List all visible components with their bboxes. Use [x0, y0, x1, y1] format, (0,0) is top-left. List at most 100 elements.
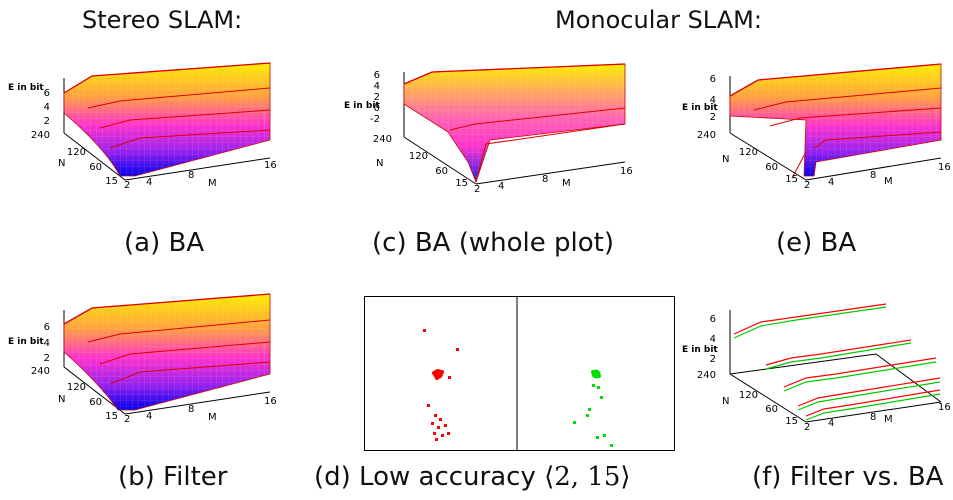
- plot-a-mt1: 4: [146, 177, 152, 188]
- plot-b-nt1: 120: [67, 382, 86, 393]
- plot-a-surface: [63, 62, 271, 177]
- stereo-slam-header: Stereo SLAM:: [82, 6, 243, 34]
- plot-b-zlabel: E in bit: [8, 337, 44, 347]
- plot-f-nt1: 120: [739, 390, 758, 401]
- plot-a-zt0: 6: [44, 88, 50, 99]
- plot-a-mlabel: M: [208, 178, 217, 189]
- plot-a-mt3: 16: [264, 160, 277, 171]
- plot-a-labels: E in bit 6 4 2 240 120 60 15 N 2 4 8 16 …: [8, 83, 277, 191]
- caption-d-math: ⟨2, 15⟩: [544, 462, 631, 492]
- plot-a-zt2: 2: [44, 116, 50, 127]
- plot-c-surface: [403, 63, 626, 184]
- plot-c-nt2: 60: [435, 166, 448, 177]
- plot-d-filter-points: [573, 369, 613, 447]
- plot-d-ba-points: [423, 329, 459, 441]
- caption-d-text: (d) Low accuracy: [314, 462, 545, 492]
- plot-f-nlabel: N: [722, 396, 729, 407]
- plot-f-nt3: 15: [785, 416, 798, 427]
- plot-f-zlabel: E in bit: [682, 345, 718, 355]
- plot-a-nlabel: N: [58, 158, 65, 169]
- plot-f-filter-lines: [733, 306, 941, 421]
- plot-f-labels: E in bit 6 4 2 240 120 60 15 N 2 4 8 16 …: [682, 314, 951, 433]
- plot-f-zt1: 4: [710, 334, 716, 345]
- plot-b-mt0: 2: [124, 414, 130, 425]
- plot-f-mt2: 8: [870, 412, 876, 423]
- plot-b-zt0: 6: [44, 322, 50, 333]
- plot-e-mt0: 2: [804, 180, 810, 191]
- plot-c-zlabel: E in bit: [344, 101, 380, 111]
- plot-d-frame: [364, 296, 675, 451]
- plot-f-mt3: 16: [938, 402, 951, 413]
- plot-e-mt1: 4: [828, 177, 834, 188]
- plot-f-mlabel: M: [884, 414, 893, 425]
- plot-c-nt0: 240: [373, 134, 392, 145]
- plot-b-mt2: 8: [188, 404, 194, 415]
- plot-c-zt3: 0: [374, 103, 380, 114]
- plot-c-mt1: 4: [498, 181, 504, 192]
- plot-a-nt0: 240: [31, 130, 50, 141]
- plot-c-mlabel: M: [562, 178, 571, 189]
- plot-c-ba-whole: E in bit 6 4 2 0 -2 240 120 60 15 N 2 4 …: [344, 63, 633, 195]
- plot-a-nt1: 120: [67, 147, 86, 158]
- plot-e-labels: E in bit 6 4 2 240 120 60 15 N 2 4 8 16 …: [682, 74, 951, 191]
- plot-b-nlabel: N: [58, 394, 65, 405]
- plot-a-mt0: 2: [124, 180, 130, 191]
- plot-f-nt2: 60: [765, 404, 778, 415]
- plot-b-mt3: 16: [264, 396, 277, 407]
- caption-f: (f) Filter vs. BA: [752, 462, 944, 492]
- plot-a-nt3: 15: [105, 176, 118, 187]
- plot-b-labels: E in bit 6 4 2 240 120 60 15 N 2 4 8 16 …: [8, 322, 277, 425]
- plot-c-nt1: 120: [409, 151, 428, 162]
- plot-c-zt4: -2: [370, 114, 380, 125]
- plot-e-nlabel: N: [722, 154, 729, 165]
- plot-c-nt3: 15: [455, 178, 468, 189]
- plot-b-zt1: 4: [44, 338, 50, 349]
- caption-e: (e) BA: [776, 228, 857, 258]
- plot-e-zt2: 2: [710, 112, 716, 123]
- plot-e-mt2: 8: [870, 170, 876, 181]
- plot-e-nt2: 60: [765, 162, 778, 173]
- plot-f-axes: [729, 310, 942, 423]
- plot-c-axes: [403, 72, 626, 185]
- plot-a-zlabel: E in bit: [8, 83, 44, 93]
- plot-b-filter: E in bit 6 4 2 240 120 60 15 N 2 4 8 16 …: [8, 293, 277, 425]
- plot-a-nt2: 60: [89, 162, 102, 173]
- plot-a-line-m8: [99, 109, 271, 129]
- plot-a-line-m4: [87, 87, 271, 109]
- plot-c-mt3: 16: [620, 166, 633, 177]
- plot-c-mt2: 8: [542, 174, 548, 185]
- plot-e-nt3: 15: [785, 174, 798, 185]
- plot-b-zt2: 2: [44, 353, 50, 364]
- plot-b-surface: [63, 293, 271, 411]
- plot-e-surface: [729, 63, 942, 179]
- plot-f-mt0: 2: [804, 422, 810, 433]
- plot-e-ba: E in bit 6 4 2 240 120 60 15 N 2 4 8 16 …: [682, 63, 951, 191]
- plot-f-mt1: 4: [828, 418, 834, 429]
- plot-e-zt0: 6: [710, 74, 716, 85]
- plot-e-nt1: 120: [739, 147, 758, 158]
- plot-e-zt1: 4: [710, 95, 716, 106]
- plot-a-ba: E in bit 6 4 2 240 120 60 15 N 2 4 8 16 …: [8, 62, 277, 191]
- plot-c-nlabel: N: [376, 158, 383, 169]
- plot-c-zt0: 6: [374, 70, 380, 81]
- plot-a-line-m16: [109, 129, 271, 149]
- caption-a: (a) BA: [124, 228, 205, 258]
- plot-e-mt3: 16: [938, 162, 951, 173]
- caption-c: (c) BA (whole plot): [372, 228, 614, 258]
- plot-f-ba-lines: [733, 303, 941, 417]
- plot-b-nt0: 240: [31, 366, 50, 377]
- monocular-slam-header: Monocular SLAM:: [555, 6, 762, 34]
- plot-f-filter-vs-ba: E in bit 6 4 2 240 120 60 15 N 2 4 8 16 …: [682, 303, 951, 433]
- plot-a-edge-top: [63, 62, 271, 94]
- plot-f-nt0: 240: [697, 370, 716, 381]
- plot-c-mt0: 2: [474, 184, 480, 195]
- caption-d: (d) Low accuracy ⟨2, 15⟩: [314, 462, 631, 492]
- plot-e-nt0: 240: [697, 130, 716, 141]
- plot-e-zlabel: E in bit: [682, 103, 718, 113]
- plot-b-mt1: 4: [146, 411, 152, 422]
- plot-f-zt0: 6: [710, 314, 716, 325]
- plot-b-mlabel: M: [208, 412, 217, 423]
- plot-d-low-accuracy: [364, 296, 675, 451]
- plot-a-mt2: 8: [188, 170, 194, 181]
- plot-c-zt1: 4: [374, 81, 380, 92]
